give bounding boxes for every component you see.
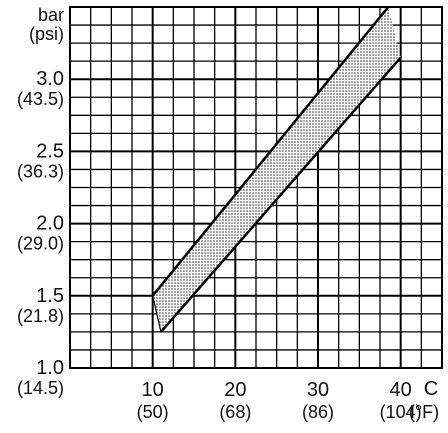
y-tick-label: 2.5 [36, 140, 64, 162]
x-tick-label: 30 [307, 379, 329, 401]
band-layer [151, 6, 402, 333]
x-tick-labels: 10(50) 20(68) 30(86) 40(104) [137, 379, 422, 422]
band-left-edge [152, 295, 162, 333]
pressure-range-band [152, 7, 401, 332]
y-tick-label: 1.0 [36, 357, 64, 379]
y-unit-label: bar [38, 5, 64, 25]
x-tick-label: 10 [142, 379, 164, 401]
x-unit-label: C [424, 378, 438, 400]
x-tick-sub-label: (86) [302, 402, 334, 422]
y-tick-sub-label: (43.5) [17, 89, 64, 109]
x-tick-sub-label: (50) [137, 402, 169, 422]
y-tick-label: 2.0 [36, 213, 64, 235]
band-upper-line [151, 6, 390, 297]
y-unit-sub-label: (psi) [29, 24, 64, 44]
x-tick-sub-label: (68) [219, 402, 251, 422]
y-tick-sub-label: (21.8) [17, 306, 64, 326]
band-lower-line [159, 56, 402, 333]
y-tick-sub-label: (36.3) [17, 161, 64, 181]
x-tick-sub-label: (104) [380, 402, 422, 422]
y-tick-label: 1.5 [36, 285, 64, 307]
y-tick-sub-label: (29.0) [17, 234, 64, 254]
x-unit-sub-label: (°F) [409, 402, 439, 422]
y-tick-sub-label: (14.5) [17, 378, 64, 398]
x-tick-label: 40 [390, 379, 412, 401]
plot-frame [69, 6, 443, 369]
x-tick-label: 20 [224, 379, 246, 401]
y-tick-labels: 3.0(43.5) 2.5(36.3) 2.0(29.0) 1.5(21.8) 1.0(… [17, 68, 64, 398]
y-tick-label: 3.0 [36, 68, 64, 90]
